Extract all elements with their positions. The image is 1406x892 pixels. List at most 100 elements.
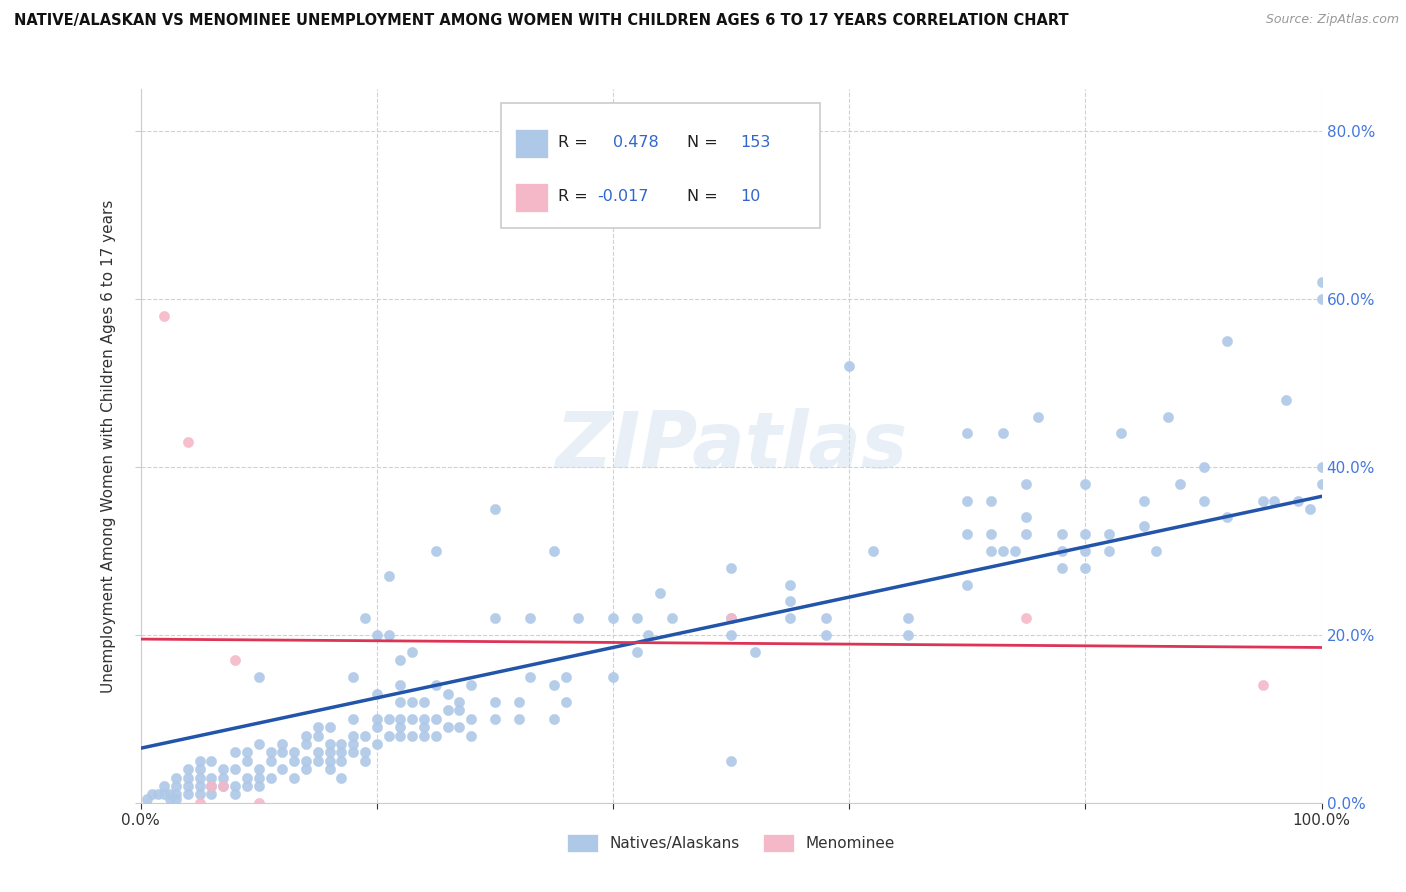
- Point: [200, 788, 222, 802]
- Point: [508, 712, 530, 726]
- Point: [720, 560, 742, 574]
- Point: [330, 746, 353, 760]
- Point: [354, 754, 377, 768]
- Point: [519, 611, 541, 625]
- Point: [779, 594, 801, 608]
- Point: [212, 771, 235, 785]
- Point: [413, 720, 436, 734]
- Point: [177, 771, 200, 785]
- Point: [1133, 493, 1156, 508]
- Text: N =: N =: [688, 136, 723, 150]
- Point: [236, 754, 259, 768]
- Point: [342, 746, 364, 760]
- Point: [212, 779, 235, 793]
- Point: [508, 695, 530, 709]
- Point: [389, 695, 412, 709]
- Point: [366, 628, 388, 642]
- Point: [389, 720, 412, 734]
- Point: [177, 788, 200, 802]
- Point: [377, 729, 399, 743]
- Point: [720, 628, 742, 642]
- Point: [1310, 476, 1333, 491]
- Point: [980, 544, 1002, 558]
- Point: [318, 737, 340, 751]
- Point: [449, 720, 471, 734]
- Point: [159, 788, 181, 802]
- Point: [567, 611, 589, 625]
- Point: [956, 527, 979, 541]
- Point: [543, 678, 565, 692]
- Point: [602, 611, 624, 625]
- Point: [484, 712, 506, 726]
- Point: [141, 788, 163, 802]
- Point: [1074, 560, 1097, 574]
- Point: [177, 779, 200, 793]
- Point: [1074, 544, 1097, 558]
- Point: [449, 695, 471, 709]
- Point: [1286, 493, 1309, 508]
- Legend: Natives/Alaskans, Menominee: Natives/Alaskans, Menominee: [560, 827, 903, 859]
- Point: [389, 729, 412, 743]
- Text: ZIPatlas: ZIPatlas: [555, 408, 907, 484]
- Point: [1275, 392, 1298, 407]
- Point: [1157, 409, 1180, 424]
- Point: [177, 762, 200, 776]
- Point: [460, 729, 482, 743]
- Point: [318, 746, 340, 760]
- Point: [720, 611, 742, 625]
- Point: [342, 712, 364, 726]
- Point: [188, 779, 211, 793]
- Point: [1216, 510, 1239, 524]
- Point: [259, 746, 281, 760]
- Point: [354, 611, 377, 625]
- Point: [413, 729, 436, 743]
- Point: [295, 754, 318, 768]
- Point: [956, 493, 979, 508]
- Point: [200, 771, 222, 785]
- Point: [720, 611, 742, 625]
- Point: [366, 720, 388, 734]
- Point: [1015, 527, 1038, 541]
- Point: [1004, 544, 1026, 558]
- Point: [779, 577, 801, 591]
- Point: [1050, 560, 1073, 574]
- Point: [1310, 292, 1333, 306]
- Point: [318, 762, 340, 776]
- Point: [247, 670, 270, 684]
- Point: [318, 720, 340, 734]
- Point: [177, 434, 200, 449]
- Point: [991, 544, 1014, 558]
- Point: [153, 788, 176, 802]
- Point: [307, 720, 329, 734]
- Point: [307, 729, 329, 743]
- FancyBboxPatch shape: [515, 183, 548, 212]
- Point: [436, 703, 458, 717]
- Point: [650, 586, 672, 600]
- Point: [1299, 502, 1322, 516]
- Point: [1109, 426, 1132, 441]
- Point: [436, 687, 458, 701]
- Point: [366, 737, 388, 751]
- Point: [307, 754, 329, 768]
- Point: [401, 729, 423, 743]
- Point: [862, 544, 884, 558]
- Point: [814, 628, 837, 642]
- Point: [1263, 493, 1285, 508]
- Point: [956, 577, 979, 591]
- Point: [247, 762, 270, 776]
- Point: [259, 771, 281, 785]
- Text: NATIVE/ALASKAN VS MENOMINEE UNEMPLOYMENT AMONG WOMEN WITH CHILDREN AGES 6 TO 17 : NATIVE/ALASKAN VS MENOMINEE UNEMPLOYMENT…: [14, 13, 1069, 29]
- Point: [342, 737, 364, 751]
- Point: [1015, 611, 1038, 625]
- Point: [165, 788, 187, 802]
- Point: [779, 611, 801, 625]
- Point: [720, 754, 742, 768]
- Point: [1144, 544, 1167, 558]
- Point: [554, 695, 576, 709]
- Point: [236, 771, 259, 785]
- Text: 0.478: 0.478: [613, 136, 659, 150]
- Point: [897, 611, 920, 625]
- Point: [991, 426, 1014, 441]
- FancyBboxPatch shape: [501, 103, 820, 228]
- Point: [425, 678, 447, 692]
